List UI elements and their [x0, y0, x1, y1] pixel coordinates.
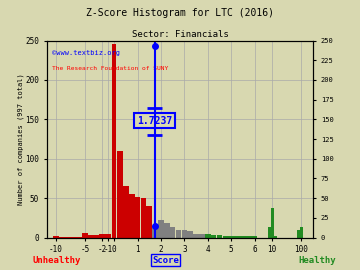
- Bar: [188, 231, 193, 238]
- Bar: [268, 227, 271, 238]
- Bar: [129, 194, 135, 238]
- Bar: [82, 233, 88, 238]
- Text: Sector: Financials: Sector: Financials: [132, 30, 228, 39]
- Bar: [271, 208, 274, 238]
- Bar: [170, 227, 175, 238]
- Bar: [117, 151, 123, 238]
- Bar: [222, 236, 228, 238]
- Bar: [246, 236, 252, 238]
- Bar: [176, 230, 181, 238]
- Bar: [53, 236, 59, 238]
- Bar: [88, 235, 94, 238]
- Bar: [135, 197, 140, 238]
- Bar: [94, 235, 99, 238]
- Bar: [217, 235, 222, 238]
- Bar: [59, 237, 64, 238]
- Bar: [240, 236, 246, 238]
- Bar: [158, 220, 164, 238]
- Bar: [70, 237, 76, 238]
- Text: Unhealthy: Unhealthy: [32, 256, 81, 265]
- Text: ©www.textbiz.org: ©www.textbiz.org: [52, 50, 120, 56]
- Bar: [252, 236, 257, 238]
- Bar: [141, 198, 146, 238]
- Bar: [300, 227, 303, 238]
- Text: Score: Score: [152, 256, 179, 265]
- Bar: [147, 206, 152, 238]
- Text: Z-Score Histogram for LTC (2016): Z-Score Histogram for LTC (2016): [86, 8, 274, 18]
- Text: 1.7237: 1.7237: [137, 116, 172, 126]
- Bar: [164, 223, 170, 238]
- Bar: [99, 234, 105, 238]
- Bar: [193, 234, 199, 238]
- Bar: [199, 234, 205, 238]
- Bar: [234, 236, 240, 238]
- Bar: [76, 237, 82, 238]
- Bar: [105, 234, 111, 238]
- Bar: [211, 235, 216, 238]
- Bar: [205, 234, 211, 238]
- Text: Healthy: Healthy: [298, 256, 336, 265]
- Bar: [123, 186, 129, 238]
- Bar: [274, 236, 276, 238]
- Text: The Research Foundation of SUNY: The Research Foundation of SUNY: [52, 66, 168, 71]
- Bar: [112, 45, 116, 238]
- Bar: [64, 237, 70, 238]
- Bar: [181, 230, 187, 238]
- Bar: [297, 230, 300, 238]
- Bar: [229, 236, 234, 238]
- Y-axis label: Number of companies (997 total): Number of companies (997 total): [17, 73, 24, 205]
- Bar: [152, 226, 158, 238]
